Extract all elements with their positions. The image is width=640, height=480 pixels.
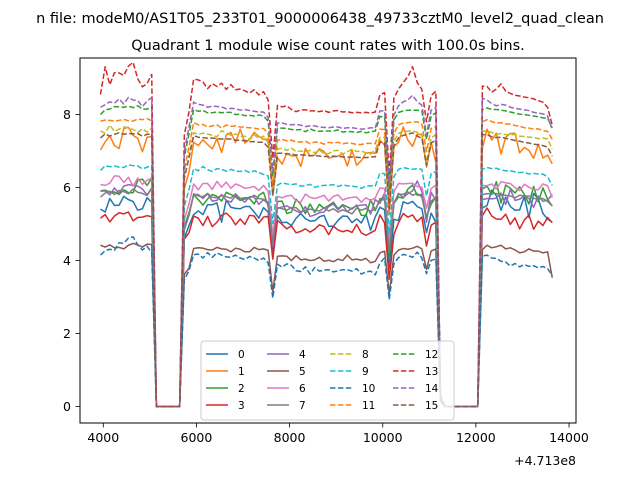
series-line-13 [99,61,553,408]
series-line-15 [100,132,553,408]
legend-label-12: 12 [425,349,438,361]
y-axis: 0 2 4 6 8 [63,107,80,414]
x-tick-label: 10000 [363,430,403,445]
x-tick-label: 12000 [456,430,496,445]
legend-label-0: 0 [238,349,245,361]
legend-label-9: 9 [362,366,369,378]
y-tick-label: 0 [63,399,71,414]
legend-label-4: 4 [299,349,306,361]
x-tick-label: 6000 [181,430,213,445]
legend-label-11: 11 [362,400,375,412]
series-line-14 [100,94,553,408]
legend-label-15: 15 [425,400,438,412]
legend-label-13: 13 [425,366,438,378]
chart-title: Quadrant 1 module wise count rates with … [131,38,525,54]
y-tick-label: 8 [63,107,71,122]
x-tick-label: 14000 [549,430,589,445]
axes-frame [79,57,577,424]
legend-label-10: 10 [362,383,375,395]
x-axis: 4000 6000 8000 10000 12000 14000 [87,423,589,445]
legend-label-2: 2 [238,383,245,395]
x-tick-label: 8000 [274,430,306,445]
legend-label-14: 14 [425,383,439,395]
x-offset-label: +4.713e8 [514,453,576,468]
legend-label-1: 1 [238,366,245,378]
legend-label-6: 6 [299,383,306,395]
legend-label-5: 5 [299,366,306,378]
plot-area [79,57,577,424]
legend-frame [200,340,455,421]
legend-label-7: 7 [299,400,306,412]
x-tick-label: 4000 [87,430,119,445]
y-tick-label: 6 [63,180,71,195]
y-tick-label: 4 [63,253,71,268]
figure-suptitle: n file: modeM0/AS1T05_233T01_9000006438_… [36,11,604,27]
legend-label-8: 8 [362,349,369,361]
legend-label-3: 3 [238,400,245,412]
series-layer [99,61,553,408]
y-tick-label: 2 [63,326,71,341]
